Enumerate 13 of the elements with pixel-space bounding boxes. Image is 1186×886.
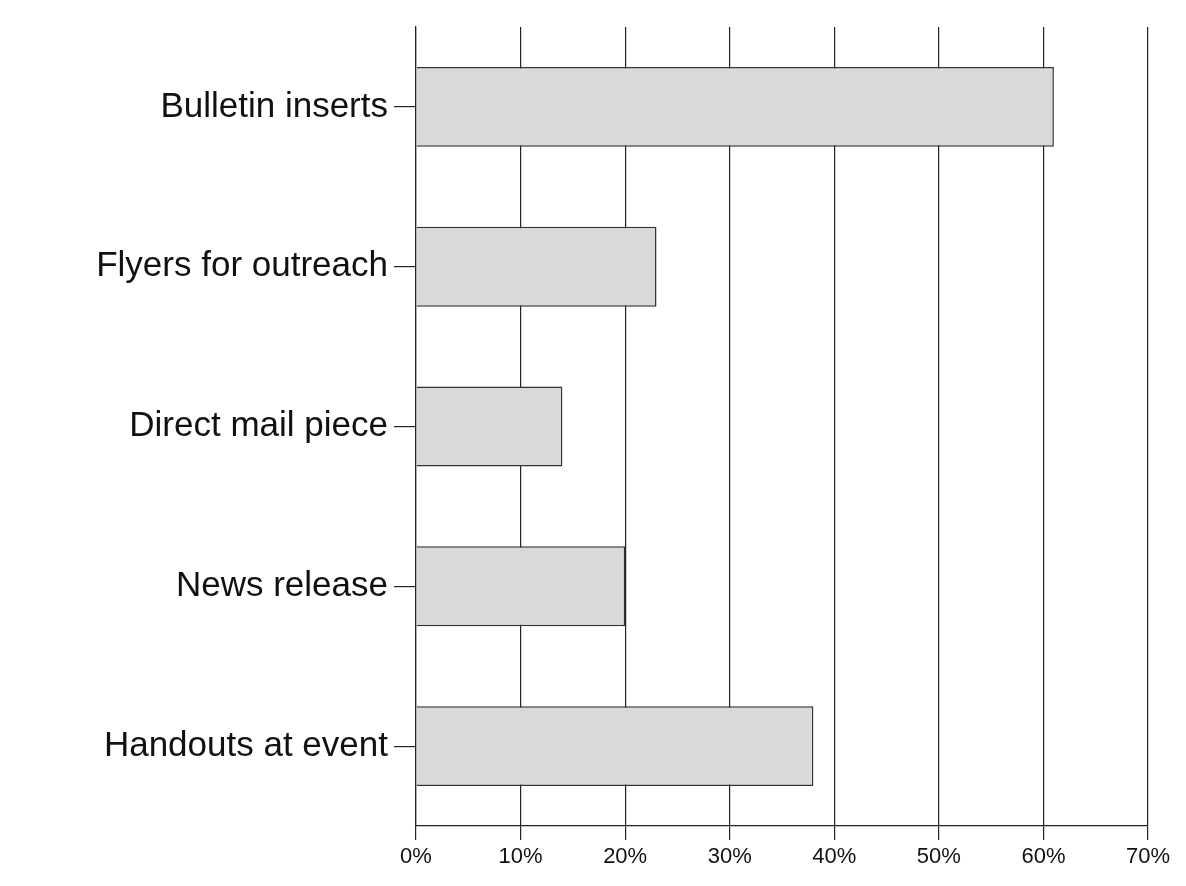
x-tick-label: 30% <box>707 843 752 869</box>
x-tick-label: 60% <box>1021 843 1066 869</box>
y-tick-label: News release <box>175 563 388 603</box>
x-tick-label: 40% <box>812 843 857 869</box>
x-tick-label: 10% <box>498 843 543 869</box>
x-tick-label: 0% <box>400 843 432 869</box>
y-tick-label: Flyers for outreach <box>96 244 388 284</box>
x-tick-label: 20% <box>603 843 648 869</box>
y-tick-label: Bulletin inserts <box>160 84 388 124</box>
x-tick-label: 50% <box>916 843 961 869</box>
x-tick-label: 70% <box>1125 843 1171 869</box>
y-tick-label: Handouts at event <box>103 723 389 763</box>
y-tick-label: Direct mail piece <box>129 404 388 444</box>
